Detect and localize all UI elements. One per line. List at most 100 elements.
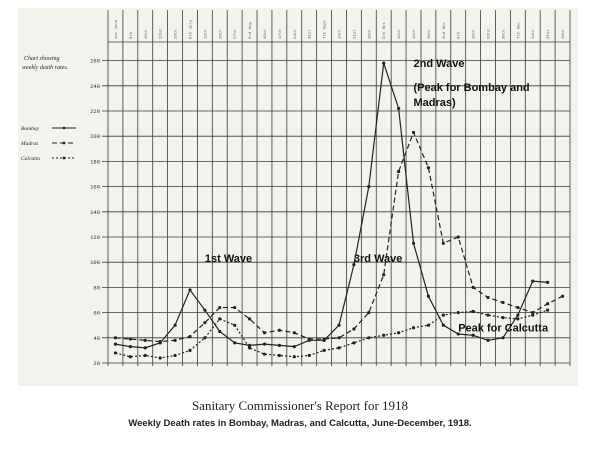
data-point <box>411 241 416 245</box>
x-tick-label: 12th <box>397 29 402 39</box>
x-tick-label: 17th <box>278 29 283 39</box>
legend-label: Madras <box>20 141 38 147</box>
x-tick-label: 26th <box>427 29 432 39</box>
data-point <box>471 309 475 313</box>
data-point <box>382 273 386 277</box>
data-point <box>382 61 386 65</box>
x-tick-label: 7th Dec <box>516 22 521 39</box>
x-tick-label: 8th <box>129 31 134 39</box>
chart-annotations: 1st Wave 2nd Wave (Peak for Bombay and Madr… <box>205 58 549 335</box>
data-point <box>173 353 177 358</box>
x-tick-label: 2nd Nov <box>442 22 447 39</box>
data-point <box>531 311 535 315</box>
data-point <box>516 305 520 310</box>
data-point <box>546 308 550 312</box>
chart-title-line-1: Chart showing <box>24 56 60 62</box>
series-line <box>115 309 548 359</box>
caption-sub: Weekly Death rates in Bombay, Madras, an… <box>128 418 472 429</box>
data-point <box>277 343 281 347</box>
data-point <box>158 339 162 344</box>
data-point <box>113 351 118 355</box>
y-tick-labels: 20 40 60 80 100 120 140 160 180 200 220 240 260 <box>90 58 100 367</box>
y-tick-label: 100 <box>90 259 100 266</box>
chart-sheet: 1st June 8th 15th 22nd 29th 6th July 13th 20th 2… <box>18 8 578 386</box>
data-point <box>188 288 192 292</box>
data-point <box>277 328 281 332</box>
data-point <box>262 352 267 356</box>
data-point <box>128 355 132 359</box>
data-point <box>367 311 371 315</box>
chart-title-line-2: weekly death rates. <box>22 65 68 71</box>
data-point <box>143 338 147 342</box>
data-point <box>262 342 267 346</box>
data-point <box>158 356 162 360</box>
data-point <box>203 321 207 325</box>
chart-series <box>113 61 565 360</box>
x-tick-label: 31st <box>309 29 313 39</box>
chart-svg: 1st June 8th 15th 22nd 29th 6th July 13th 20th 2… <box>20 10 571 367</box>
data-point <box>262 331 267 335</box>
chart-title: Chart showing weekly death rates. <box>22 56 68 71</box>
data-point <box>471 333 475 337</box>
x-tick-label: 19th <box>412 29 417 39</box>
y-tick-label: 20 <box>93 360 100 367</box>
legend-marker <box>62 156 66 160</box>
x-tick-label: 5th Oct <box>382 22 387 39</box>
legend-marker <box>62 126 66 130</box>
y-tick-label: 80 <box>93 284 100 291</box>
data-point <box>188 348 192 352</box>
series-calcutta <box>113 308 550 360</box>
data-point <box>218 305 222 310</box>
data-point <box>128 337 132 341</box>
data-point <box>456 332 460 336</box>
x-tick-label: 14th <box>531 29 536 39</box>
x-tick-label: 6th July <box>188 19 193 39</box>
data-point <box>352 263 356 267</box>
x-tick-label: 14th <box>338 29 343 39</box>
data-point <box>397 106 401 111</box>
data-point <box>501 336 505 340</box>
y-tick-label: 60 <box>93 310 100 317</box>
x-tick-label: 15th <box>144 29 149 39</box>
x-tick-label: 30th <box>501 29 506 39</box>
data-point <box>292 355 296 359</box>
legend-label: Bombay <box>21 126 40 132</box>
data-point <box>247 317 252 321</box>
x-tick-label: 16th <box>472 29 477 39</box>
caption-main: Sanitary Commissioner's Report for 1918 <box>191 398 409 413</box>
x-tick-label: 28th <box>561 29 566 39</box>
data-point <box>367 185 371 189</box>
y-tick-label: 120 <box>90 234 100 241</box>
x-tick-label: 7th Sept <box>323 20 328 39</box>
annotation-label: 1st Wave <box>205 253 252 265</box>
annotation-label: 3rd Wave <box>354 253 403 265</box>
data-point <box>233 305 237 310</box>
data-point <box>292 331 296 335</box>
data-point <box>486 338 490 342</box>
data-point <box>426 323 431 327</box>
data-point <box>143 346 147 350</box>
data-point <box>441 323 445 327</box>
y-tick-label: 40 <box>93 335 100 342</box>
y-tick-label: 160 <box>90 184 100 191</box>
data-point <box>277 353 281 358</box>
legend-label: Calcutta <box>21 156 40 162</box>
data-point <box>233 323 237 327</box>
x-tick-label: 28th <box>367 29 372 39</box>
data-point <box>128 345 132 349</box>
x-tick-label: 20th <box>218 29 223 39</box>
data-point <box>560 294 565 298</box>
data-point <box>203 336 207 340</box>
data-point <box>203 308 207 312</box>
y-tick-label: 260 <box>90 58 100 65</box>
series-bombay <box>113 61 550 350</box>
data-point <box>307 337 311 341</box>
y-tick-label: 240 <box>90 83 100 90</box>
data-point <box>441 313 445 317</box>
data-point <box>456 311 460 315</box>
y-tick-label: 180 <box>90 158 100 165</box>
data-point <box>322 348 326 352</box>
data-point <box>486 295 490 300</box>
data-point <box>188 334 192 339</box>
data-point <box>426 294 431 298</box>
